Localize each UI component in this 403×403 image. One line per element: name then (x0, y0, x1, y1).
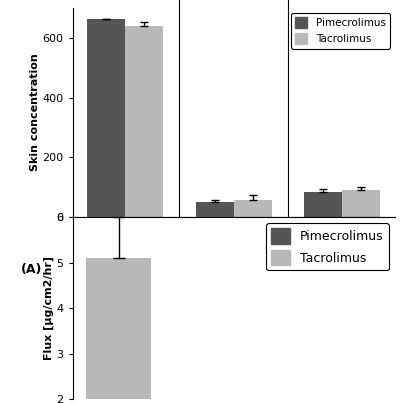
Bar (304, 192, 342, 217)
Legend: Pimecrolimus, Tacrolimus: Pimecrolimus, Tacrolimus (291, 13, 390, 48)
Bar (196, 202, 234, 217)
Y-axis label: Skin concentration: Skin concentration (29, 54, 39, 172)
Bar (342, 190, 380, 217)
Text: (A): (A) (21, 263, 42, 276)
Bar (125, 26, 163, 217)
Bar (87, 19, 125, 217)
Bar (234, 200, 272, 217)
Bar (86, 258, 151, 403)
Y-axis label: Flux [μg/cm2/hr]: Flux [μg/cm2/hr] (44, 256, 54, 360)
Legend: Pimecrolimus, Tacrolimus: Pimecrolimus, Tacrolimus (266, 223, 388, 270)
